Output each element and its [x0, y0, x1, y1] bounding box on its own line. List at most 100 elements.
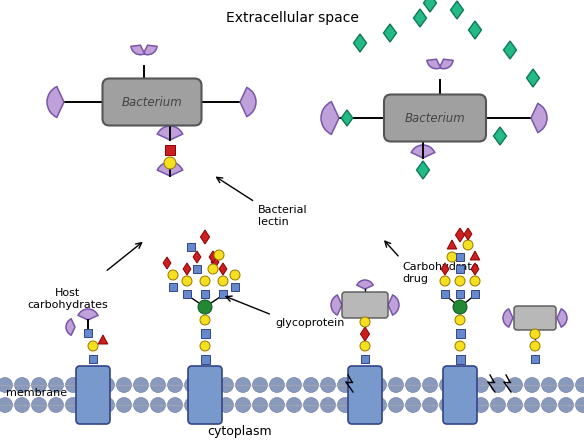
Circle shape [338, 377, 353, 392]
Polygon shape [416, 161, 429, 179]
Wedge shape [47, 86, 64, 117]
Circle shape [185, 397, 200, 412]
Polygon shape [183, 263, 191, 275]
Circle shape [218, 377, 234, 392]
Circle shape [474, 377, 488, 392]
Bar [231, 283, 239, 291]
Text: Extracellular space: Extracellular space [225, 11, 359, 25]
Circle shape [524, 397, 540, 412]
Polygon shape [464, 228, 472, 240]
Circle shape [116, 377, 131, 392]
Circle shape [354, 397, 370, 412]
Polygon shape [471, 263, 479, 275]
Circle shape [134, 397, 148, 412]
Wedge shape [157, 162, 183, 176]
Circle shape [200, 276, 210, 286]
Circle shape [200, 341, 210, 351]
Circle shape [470, 276, 480, 286]
Circle shape [524, 377, 540, 392]
Polygon shape [503, 41, 516, 59]
FancyBboxPatch shape [103, 78, 201, 125]
Circle shape [558, 397, 573, 412]
Circle shape [455, 315, 465, 325]
Circle shape [168, 397, 182, 412]
Circle shape [82, 397, 98, 412]
Bar [201, 290, 209, 298]
Circle shape [457, 397, 471, 412]
Circle shape [151, 397, 165, 412]
FancyBboxPatch shape [348, 366, 382, 424]
Circle shape [99, 397, 114, 412]
Circle shape [360, 317, 370, 327]
Circle shape [182, 276, 192, 286]
Circle shape [371, 377, 387, 392]
Circle shape [214, 250, 224, 260]
Polygon shape [450, 1, 464, 19]
Bar [0, 385, 584, 405]
Text: Bacterial
lectin: Bacterial lectin [258, 205, 308, 227]
Bar [165, 145, 175, 155]
Bar [169, 283, 177, 291]
Circle shape [530, 341, 540, 351]
Circle shape [388, 397, 404, 412]
Circle shape [405, 397, 420, 412]
Polygon shape [193, 251, 201, 263]
Circle shape [200, 315, 210, 325]
Circle shape [474, 397, 488, 412]
Circle shape [321, 397, 335, 412]
Circle shape [530, 329, 540, 339]
Circle shape [134, 377, 148, 392]
Circle shape [321, 377, 335, 392]
Bar [200, 329, 210, 338]
Wedge shape [157, 126, 183, 140]
Circle shape [218, 276, 228, 286]
Circle shape [575, 397, 584, 412]
Circle shape [32, 397, 47, 412]
Circle shape [269, 397, 284, 412]
Circle shape [338, 397, 353, 412]
Circle shape [457, 377, 471, 392]
Circle shape [252, 397, 267, 412]
Polygon shape [441, 263, 449, 275]
Circle shape [185, 377, 200, 392]
Circle shape [360, 341, 370, 351]
Wedge shape [331, 295, 342, 315]
Bar [219, 290, 227, 298]
Circle shape [558, 377, 573, 392]
Text: membrane: membrane [6, 388, 67, 398]
Circle shape [168, 377, 182, 392]
Circle shape [32, 377, 47, 392]
Text: cytoplasm: cytoplasm [208, 425, 272, 439]
Wedge shape [439, 59, 453, 69]
Circle shape [287, 377, 301, 392]
Bar [456, 329, 464, 338]
Circle shape [304, 397, 318, 412]
Polygon shape [493, 127, 506, 145]
Circle shape [491, 397, 506, 412]
Circle shape [99, 377, 114, 392]
Circle shape [65, 397, 81, 412]
Circle shape [48, 377, 64, 392]
Polygon shape [353, 34, 367, 52]
Bar [456, 354, 464, 364]
Circle shape [116, 397, 131, 412]
Wedge shape [321, 102, 339, 134]
Wedge shape [557, 309, 567, 327]
Wedge shape [411, 145, 434, 158]
FancyBboxPatch shape [188, 366, 222, 424]
Wedge shape [78, 309, 98, 320]
Wedge shape [388, 295, 399, 315]
Wedge shape [66, 319, 75, 335]
Text: Carbohydrate
drug: Carbohydrate drug [402, 262, 479, 284]
Circle shape [507, 397, 523, 412]
FancyBboxPatch shape [384, 94, 486, 141]
Bar [456, 265, 464, 273]
Polygon shape [200, 230, 210, 244]
Bar [531, 355, 539, 363]
Circle shape [447, 252, 457, 262]
Circle shape [88, 341, 98, 351]
Text: glycoprotein: glycoprotein [275, 318, 345, 328]
Bar [200, 354, 210, 364]
Circle shape [405, 377, 420, 392]
Wedge shape [143, 45, 157, 55]
